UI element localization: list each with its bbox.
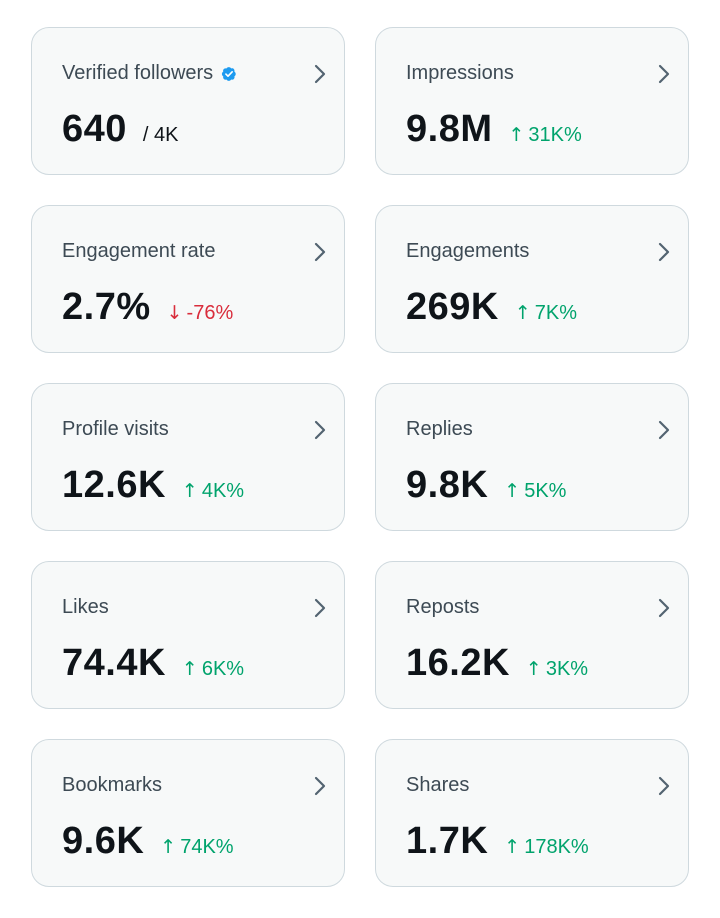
card-impressions[interactable]: Impressions 9.8M ↑ 31K% <box>375 27 689 175</box>
arrow-up-icon: ↑ <box>504 480 521 502</box>
arrow-down-icon: ↓ <box>166 302 183 324</box>
card-title-label: Engagements <box>406 240 530 262</box>
card-reposts[interactable]: Reposts 16.2K ↑ 3K% <box>375 561 689 709</box>
metric-change-value: 178K% <box>524 836 589 858</box>
card-title-label: Verified followers <box>62 62 214 84</box>
card-title-label: Bookmarks <box>62 774 163 796</box>
metric-change: ↑ 31K% <box>508 124 581 147</box>
card-likes[interactable]: Likes 74.4K ↑ 6K% <box>31 561 345 709</box>
arrow-up-icon: ↑ <box>181 480 198 502</box>
value-row: 9.8M ↑ 31K% <box>406 108 582 151</box>
card-title-label: Replies <box>406 418 473 440</box>
arrow-up-icon: ↑ <box>160 836 177 858</box>
value-row: 74.4K ↑ 6K% <box>62 642 244 685</box>
metric-total: / 4K <box>142 124 179 146</box>
value-row: 9.6K ↑ 74K% <box>62 820 234 863</box>
metric-change: ↑ 3K% <box>526 658 588 681</box>
metric-change-value: 4K% <box>201 480 245 502</box>
card-title-label: Shares <box>406 774 470 796</box>
arrow-up-icon: ↑ <box>514 302 531 324</box>
card-title: Likes <box>62 596 109 619</box>
arrow-up-icon: ↑ <box>508 124 525 146</box>
chevron-right-icon <box>654 62 674 86</box>
card-profile-visits[interactable]: Profile visits 12.6K ↑ 4K% <box>31 383 345 531</box>
value-row: 640 / 4K <box>62 108 178 151</box>
metric-change: ↑ 5K% <box>504 480 566 503</box>
card-shares[interactable]: Shares 1.7K ↑ 178K% <box>375 739 689 887</box>
metric-value: 12.6K <box>62 464 166 506</box>
chevron-right-icon <box>310 774 330 798</box>
metric-change: ↑ 7K% <box>515 302 577 325</box>
metrics-grid: Verified followers 640 / 4K Impressions … <box>31 27 689 887</box>
chevron-right-icon <box>654 240 674 264</box>
card-title-label: Likes <box>62 596 109 618</box>
arrow-up-icon: ↑ <box>504 836 521 858</box>
card-engagement-rate[interactable]: Engagement rate 2.7% ↓ -76% <box>31 205 345 353</box>
card-bookmarks[interactable]: Bookmarks 9.6K ↑ 74K% <box>31 739 345 887</box>
metric-change: ↑ 74K% <box>160 836 233 859</box>
chevron-right-icon <box>310 596 330 620</box>
card-title: Impressions <box>406 62 514 85</box>
metric-value: 269K <box>406 286 499 328</box>
metric-value: 16.2K <box>406 642 510 684</box>
metric-value: 74.4K <box>62 642 166 684</box>
metric-change-value: 7K% <box>534 302 578 324</box>
metric-value: 1.7K <box>406 820 489 862</box>
verified-badge-icon <box>219 64 239 84</box>
metric-value: 640 <box>62 108 127 150</box>
card-title: Reposts <box>406 596 479 619</box>
metric-change-value: 6K% <box>201 658 245 680</box>
chevron-right-icon <box>310 240 330 264</box>
card-replies[interactable]: Replies 9.8K ↑ 5K% <box>375 383 689 531</box>
arrow-up-icon: ↑ <box>525 658 542 680</box>
metric-value: 2.7% <box>62 286 151 328</box>
card-verified-followers[interactable]: Verified followers 640 / 4K <box>31 27 345 175</box>
metric-change: ↑ 178K% <box>504 836 588 859</box>
metric-value: 9.6K <box>62 820 145 862</box>
value-row: 1.7K ↑ 178K% <box>406 820 589 863</box>
chevron-right-icon <box>310 62 330 86</box>
card-title-label: Engagement rate <box>62 240 216 262</box>
value-row: 9.8K ↑ 5K% <box>406 464 566 507</box>
chevron-right-icon <box>654 596 674 620</box>
card-title: Replies <box>406 418 473 441</box>
card-title-label: Reposts <box>406 596 480 618</box>
value-row: 2.7% ↓ -76% <box>62 286 233 329</box>
card-title: Engagement rate <box>62 240 215 263</box>
card-title: Verified followers <box>62 62 239 85</box>
metric-change: ↑ 4K% <box>182 480 244 503</box>
card-title-label: Profile visits <box>62 418 169 440</box>
chevron-right-icon <box>310 418 330 442</box>
metric-change-value: -76% <box>186 302 234 324</box>
chevron-right-icon <box>654 418 674 442</box>
metric-change: ↓ -76% <box>167 302 234 325</box>
card-title: Engagements <box>406 240 529 263</box>
metric-change: ↑ 6K% <box>182 658 244 681</box>
chevron-right-icon <box>654 774 674 798</box>
metric-value: 9.8K <box>406 464 489 506</box>
metric-change-value: 5K% <box>524 480 567 502</box>
value-row: 16.2K ↑ 3K% <box>406 642 588 685</box>
card-engagements[interactable]: Engagements 269K ↑ 7K% <box>375 205 689 353</box>
metric-change-value: 74K% <box>180 836 234 858</box>
card-title: Bookmarks <box>62 774 162 797</box>
card-title: Shares <box>406 774 469 797</box>
metric-change-value: 31K% <box>528 124 582 146</box>
arrow-up-icon: ↑ <box>181 658 198 680</box>
card-title: Profile visits <box>62 418 169 441</box>
value-row: 12.6K ↑ 4K% <box>62 464 244 507</box>
card-title-label: Impressions <box>406 62 514 84</box>
metric-change-value: 3K% <box>545 658 589 680</box>
value-row: 269K ↑ 7K% <box>406 286 577 329</box>
metric-value: 9.8M <box>406 108 493 150</box>
